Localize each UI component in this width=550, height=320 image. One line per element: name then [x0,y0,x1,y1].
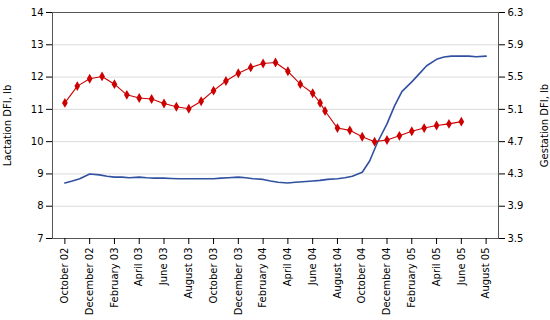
svg-text:5.5: 5.5 [508,71,524,82]
svg-text:August 04: August 04 [332,248,343,299]
svg-text:February 05: February 05 [406,248,417,308]
svg-text:6.3: 6.3 [508,7,524,18]
svg-text:10: 10 [31,136,44,147]
svg-text:5.1: 5.1 [508,104,524,115]
svg-text:14: 14 [31,7,44,18]
svg-text:October 04: October 04 [356,248,367,304]
svg-text:October 03: October 03 [208,248,219,304]
svg-text:7: 7 [37,233,43,244]
svg-text:August 05: August 05 [480,248,491,299]
svg-text:December 02: December 02 [84,248,95,316]
svg-text:4.3: 4.3 [508,168,524,179]
svg-text:13: 13 [31,39,44,50]
svg-text:9: 9 [37,168,43,179]
svg-text:April 04: April 04 [282,248,293,287]
svg-text:December 04: December 04 [381,248,392,316]
svg-text:April 05: April 05 [431,248,442,287]
svg-text:August 03: August 03 [183,248,194,299]
svg-text:February 04: February 04 [257,248,268,308]
svg-text:Lactation DFI, lb: Lactation DFI, lb [2,85,13,166]
svg-text:11: 11 [31,104,44,115]
svg-text:Gestation DFI, lb: Gestation DFI, lb [539,84,550,167]
svg-text:5.9: 5.9 [508,39,524,50]
svg-text:3.5: 3.5 [508,233,524,244]
svg-text:June 05: June 05 [456,248,467,287]
svg-text:12: 12 [31,71,44,82]
svg-text:April 03: April 03 [133,248,144,287]
svg-text:December 03: December 03 [233,248,244,316]
svg-text:4.7: 4.7 [508,136,524,147]
svg-text:June 03: June 03 [158,248,169,287]
svg-text:February 03: February 03 [109,248,120,308]
svg-text:3.9: 3.9 [508,200,524,211]
svg-text:8: 8 [37,200,43,211]
svg-text:June 04: June 04 [307,248,318,287]
svg-text:October 02: October 02 [59,248,70,304]
